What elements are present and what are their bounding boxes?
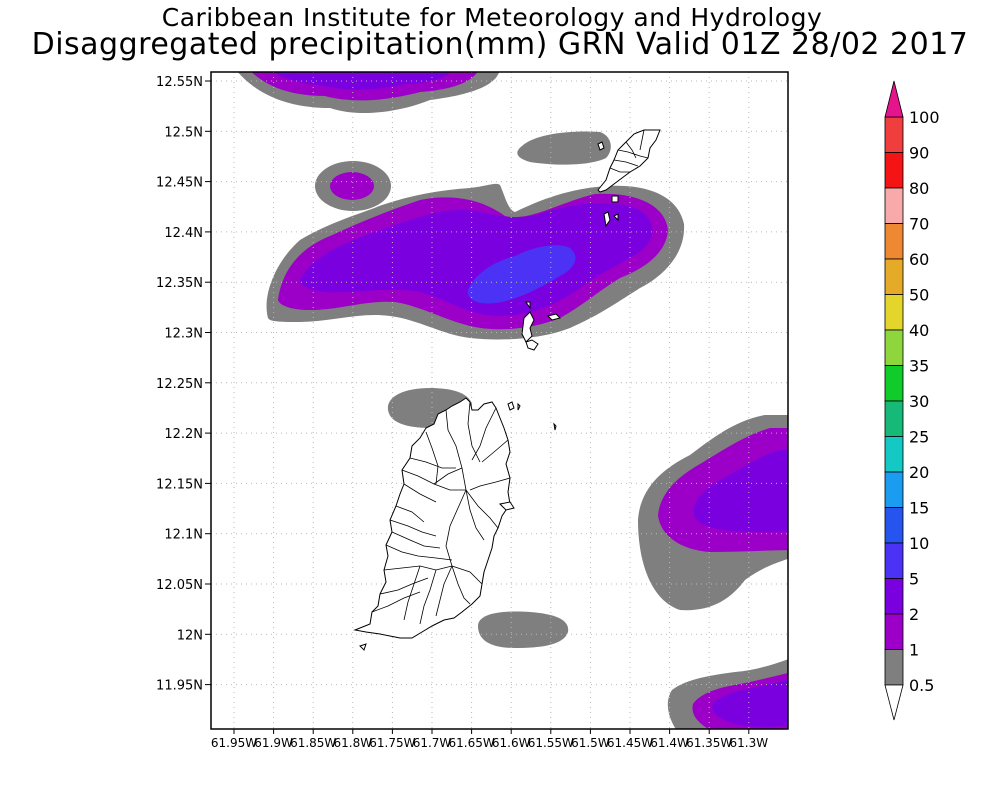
legend-label: 10 bbox=[909, 534, 929, 553]
lat-tick-label: 12.15N bbox=[156, 477, 203, 492]
lon-tick-label: 61.9W bbox=[254, 736, 293, 750]
rain-area-south-grenada bbox=[478, 611, 569, 648]
lat-tick-label: 12.5N bbox=[164, 125, 203, 140]
legend-label: 60 bbox=[909, 250, 929, 269]
legend-label: 100 bbox=[909, 108, 940, 127]
legend-swatch bbox=[884, 400, 904, 437]
rain-area-carriacou bbox=[517, 131, 611, 165]
lon-tick-label: 61.7W bbox=[413, 736, 452, 750]
legend-label: 30 bbox=[909, 392, 929, 411]
legend-colorbar: 100 90 80 70 60 50 40 35 30 25 20 15 10 5 2 1 0.5 bbox=[884, 80, 940, 721]
lat-tick-label: 12.1N bbox=[164, 528, 203, 543]
legend-swatch-min bbox=[884, 684, 904, 721]
lon-tick-label: 61.75W bbox=[369, 736, 415, 750]
legend-label: 2 bbox=[909, 605, 919, 624]
lon-tick-label: 61.6W bbox=[492, 736, 531, 750]
lon-tick-label: 61.4W bbox=[650, 736, 689, 750]
grenada-island bbox=[353, 397, 557, 651]
legend-swatch bbox=[884, 187, 904, 224]
legend-swatch bbox=[884, 507, 904, 544]
lon-tick-label: 61.5W bbox=[571, 736, 610, 750]
grid-lines bbox=[211, 72, 788, 729]
title: Caribbean Institute for Meteorology and … bbox=[161, 3, 823, 32]
legend-swatch bbox=[884, 471, 904, 508]
legend-label: 5 bbox=[909, 570, 919, 589]
legend-label: 80 bbox=[909, 179, 929, 198]
precipitation-field bbox=[211, 72, 788, 729]
lon-tick-label: 61.3W bbox=[730, 736, 769, 750]
rain-area-small-round bbox=[315, 161, 391, 211]
latitude-axis: 12.55N 12.5N 12.45N 12.4N 12.35N 12.3N 12.25N 1… bbox=[156, 75, 211, 694]
legend-swatch bbox=[884, 613, 904, 650]
legend-label: 35 bbox=[909, 357, 929, 376]
lat-tick-label: 12.55N bbox=[156, 75, 203, 90]
legend-swatch bbox=[884, 365, 904, 402]
subtitle: Disaggregated precipitation(mm) GRN Vali… bbox=[31, 27, 969, 62]
lon-tick-label: 61.45W bbox=[607, 736, 653, 750]
legend-label: 40 bbox=[909, 321, 929, 340]
legend-swatch bbox=[884, 649, 904, 686]
legend-label: 25 bbox=[909, 428, 929, 447]
lat-tick-label: 12.05N bbox=[156, 578, 203, 593]
rain-area-central-band bbox=[266, 183, 685, 340]
legend-swatch bbox=[884, 436, 904, 473]
legend-swatch bbox=[884, 258, 904, 295]
legend-swatch bbox=[884, 152, 904, 189]
longitude-axis: 61.95W61.9W61.85W61.8W61.75W61.7W61.65W6… bbox=[211, 729, 768, 750]
rain-area-southeast bbox=[667, 659, 788, 729]
legend-label: 15 bbox=[909, 499, 929, 518]
rain-area-east bbox=[638, 415, 788, 611]
lon-tick-label: 61.85W bbox=[290, 736, 336, 750]
legend-swatch bbox=[884, 294, 904, 331]
legend-swatch bbox=[884, 578, 904, 615]
legend-label: 90 bbox=[909, 144, 929, 163]
lon-tick-label: 61.55W bbox=[528, 736, 574, 750]
legend-swatch bbox=[884, 542, 904, 579]
legend-swatch bbox=[884, 329, 904, 366]
legend-label: 50 bbox=[909, 286, 929, 305]
legend-label: 20 bbox=[909, 463, 929, 482]
lat-tick-label: 12.2N bbox=[164, 427, 203, 442]
lat-tick-label: 12.25N bbox=[156, 377, 203, 392]
lon-tick-label: 61.65W bbox=[448, 736, 494, 750]
lat-tick-label: 12.35N bbox=[156, 276, 203, 291]
lat-tick-label: 12.3N bbox=[164, 327, 203, 342]
lat-tick-label: 11.95N bbox=[156, 679, 203, 694]
legend-label: 0.5 bbox=[909, 676, 934, 695]
legend-swatch bbox=[884, 223, 904, 260]
grenadines-islands bbox=[521, 129, 661, 351]
lon-tick-label: 61.95W bbox=[211, 736, 257, 750]
legend-swatch-max bbox=[884, 80, 904, 118]
lat-tick-label: 12N bbox=[177, 628, 203, 643]
lon-tick-label: 61.8W bbox=[334, 736, 373, 750]
lon-tick-label: 61.35W bbox=[686, 736, 732, 750]
legend-label: 1 bbox=[909, 641, 919, 660]
legend-label: 70 bbox=[909, 215, 929, 234]
map-frame bbox=[210, 71, 789, 730]
legend-swatch bbox=[884, 116, 904, 153]
lat-tick-label: 12.45N bbox=[156, 176, 203, 191]
lat-tick-label: 12.4N bbox=[164, 226, 203, 241]
